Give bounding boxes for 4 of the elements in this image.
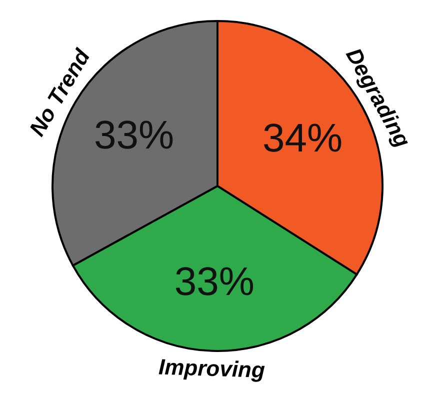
slice-label: Improving bbox=[158, 354, 266, 383]
data-label: 33% bbox=[174, 260, 254, 304]
data-label: 33% bbox=[94, 114, 174, 158]
data-label: 34% bbox=[262, 116, 343, 160]
